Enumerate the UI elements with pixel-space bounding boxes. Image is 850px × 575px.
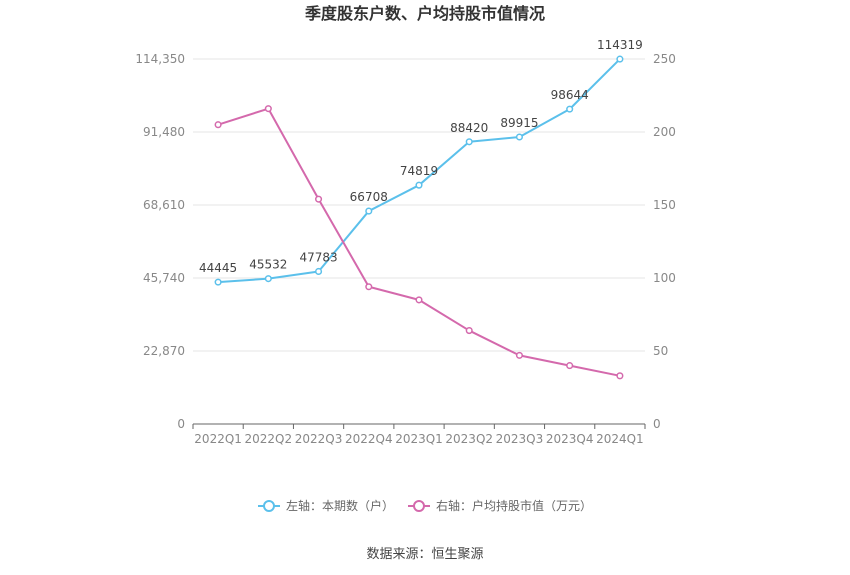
legend-marker <box>413 500 425 512</box>
data-label: 98644 <box>551 88 589 102</box>
data-point[interactable] <box>214 278 222 286</box>
data-point[interactable] <box>515 133 523 141</box>
right-axis-tick-label: 0 <box>653 417 661 431</box>
left-axis-tick-label: 91,480 <box>143 125 185 139</box>
x-axis-tick-label: 2023Q1 <box>395 432 443 446</box>
x-axis-tick-label: 2022Q4 <box>345 432 393 446</box>
data-point[interactable] <box>315 195 323 203</box>
x-axis-tick-label: 2023Q4 <box>546 432 594 446</box>
data-point[interactable] <box>515 351 523 359</box>
x-axis-tick-label: 2024Q1 <box>596 432 644 446</box>
legend-marker <box>263 500 275 512</box>
data-point[interactable] <box>264 105 272 113</box>
right-axis-tick-label: 100 <box>653 271 676 285</box>
data-label: 66708 <box>350 190 388 204</box>
data-point[interactable] <box>465 327 473 335</box>
data-label: 74819 <box>400 164 438 178</box>
source-note: 数据来源：恒生聚源 <box>366 547 483 562</box>
data-point[interactable] <box>616 372 624 380</box>
right-axis-tick-label: 50 <box>653 344 668 358</box>
data-label: 45532 <box>249 258 287 272</box>
data-point[interactable] <box>415 296 423 304</box>
data-label-layer: 44445 45532 47783 66708 74819 88420 89915 98644… <box>199 38 643 275</box>
legend-item-2[interactable]: 右轴：户均持股市值（万元） <box>408 498 592 513</box>
left-axis-tick-label: 0 <box>177 417 185 431</box>
data-label: 89915 <box>500 116 538 130</box>
legend-label: 左轴：本期数（户） <box>286 498 394 513</box>
data-point[interactable] <box>566 105 574 113</box>
x-axis-tick-label: 2022Q2 <box>245 432 293 446</box>
right-axis-tick-label: 200 <box>653 125 676 139</box>
data-point[interactable] <box>465 138 473 146</box>
legend-label: 右轴：户均持股市值（万元） <box>436 498 592 513</box>
axis-layer: 0 0 22,870 50 45,740 100 68,610 150 91,480 200 114… <box>135 52 676 446</box>
series-layer <box>214 55 624 380</box>
data-point[interactable] <box>616 55 624 63</box>
data-label: 47783 <box>299 250 337 264</box>
left-axis-tick-label: 45,740 <box>143 271 185 285</box>
x-axis-tick-label: 2023Q3 <box>496 432 544 446</box>
chart-title: 季度股东户数、户均持股市值情况 <box>304 4 545 23</box>
data-label: 88420 <box>450 121 488 135</box>
legend-item-1[interactable]: 左轴：本期数（户） <box>258 498 394 513</box>
data-point[interactable] <box>566 362 574 370</box>
data-point[interactable] <box>415 181 423 189</box>
left-axis-tick-label: 68,610 <box>143 198 185 212</box>
data-point[interactable] <box>315 267 323 276</box>
x-axis-tick-label: 2022Q3 <box>295 432 343 446</box>
left-axis-tick-label: 114,350 <box>135 52 185 66</box>
data-point[interactable] <box>365 207 373 215</box>
data-label: 114319 <box>597 38 643 52</box>
left-axis-tick-label: 22,870 <box>143 344 185 358</box>
x-axis-tick-label: 2023Q2 <box>445 432 493 446</box>
data-point[interactable] <box>365 283 373 291</box>
x-axis-tick-label: 2022Q1 <box>194 432 242 446</box>
right-axis-tick-label: 250 <box>653 52 676 66</box>
right-axis-tick-label: 150 <box>653 198 676 212</box>
data-label: 44445 <box>199 261 237 275</box>
series-line-2 <box>217 107 621 377</box>
data-point[interactable] <box>264 275 272 283</box>
data-point[interactable] <box>214 121 222 129</box>
legend[interactable]: 左轴：本期数（户） 右轴：户均持股市值（万元） <box>258 498 592 513</box>
